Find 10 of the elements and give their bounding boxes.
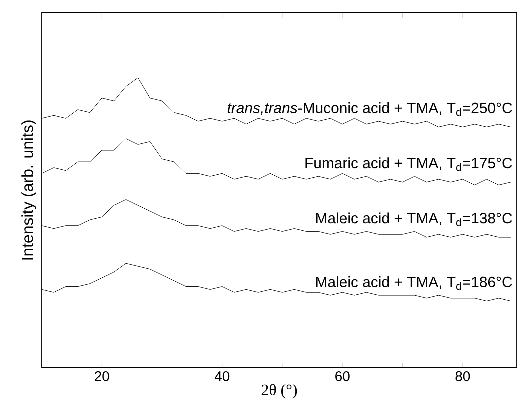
series-label: trans,trans-Muconic acid + TMA, T$_{d}$=250°C [228, 102, 512, 116]
series-label: Maleic acid + TMA, T$_{d}$=138°C [316, 212, 512, 226]
x-tick-label: 40 [214, 372, 230, 382]
x-tick-label: 60 [336, 372, 350, 382]
x-axis-title: 2θ (°) [262, 384, 298, 399]
x-tick-label: 20 [95, 372, 110, 382]
y-axis-title: Intensity (arb. units) [22, 120, 36, 260]
x-tick-label: 80 [456, 372, 470, 382]
series-label: Fumaric acid + TMA, T$_{d}$=175°C [306, 158, 512, 172]
series-label: Maleic acid + TMA, T$_{d}$=186°C [316, 276, 512, 290]
